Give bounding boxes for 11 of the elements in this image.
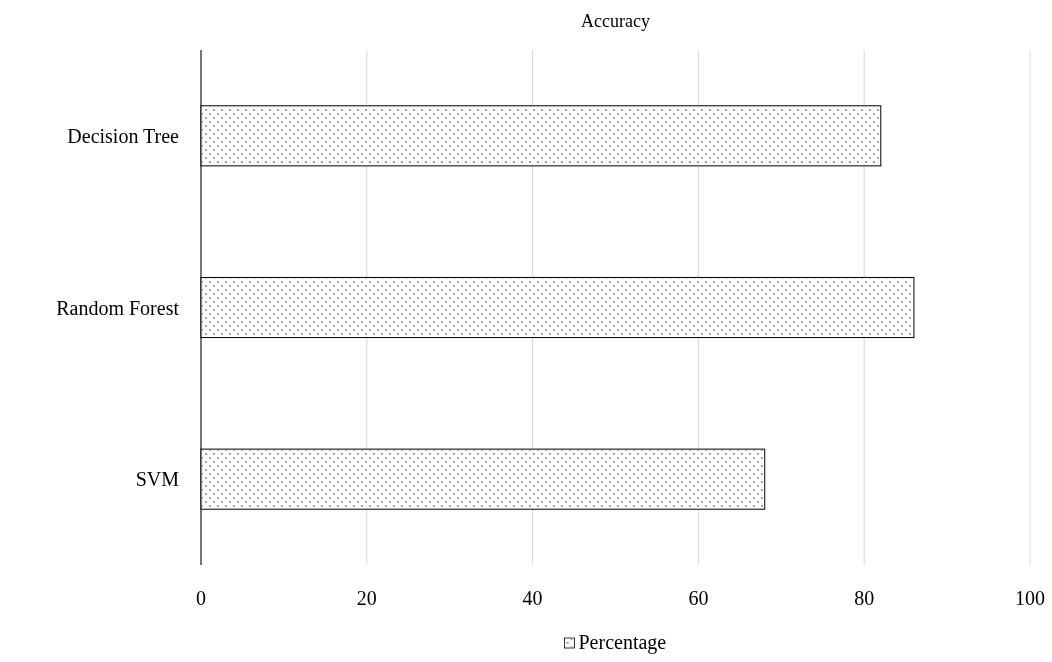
x-tick-label: 40 [522, 587, 543, 609]
x-tick-label: 100 [1015, 587, 1045, 609]
x-tick-label: 80 [854, 587, 875, 609]
chart-title: Accuracy [581, 11, 650, 31]
x-tick-label: 60 [688, 587, 709, 609]
legend-label: Percentage [578, 631, 667, 654]
x-tick-label: 20 [356, 587, 377, 609]
x-tick-label: 0 [196, 587, 206, 609]
y-tick-label: SVM [135, 468, 180, 491]
y-tick-label: Decision Tree [67, 124, 180, 147]
y-tick-label: Random Forest [56, 296, 180, 319]
